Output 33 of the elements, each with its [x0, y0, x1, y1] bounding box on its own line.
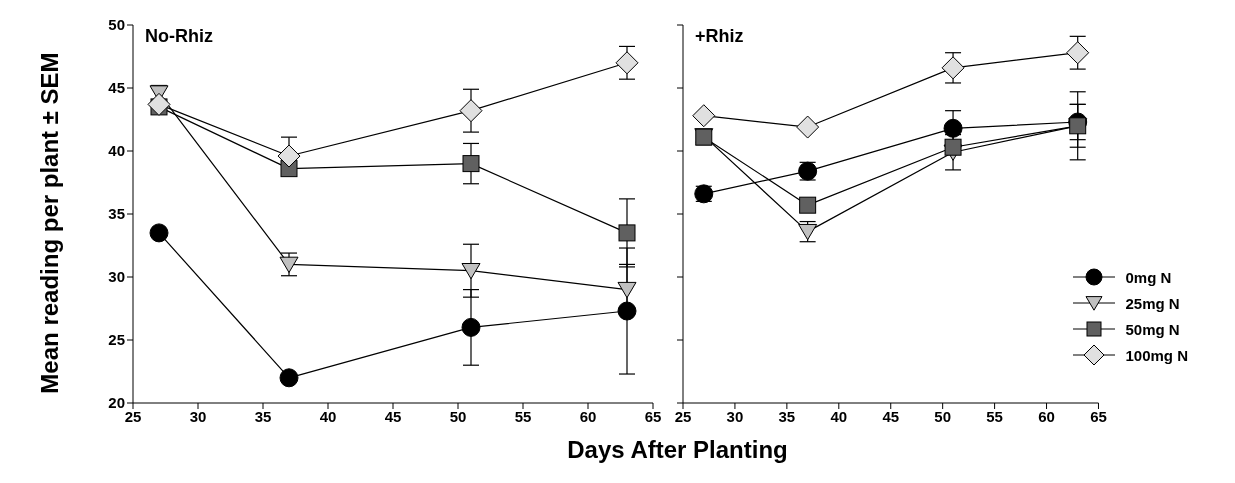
x-tick-label: 35 [778, 407, 796, 425]
x-tick-label: 45 [882, 407, 900, 425]
y-tick-label: 40 [108, 142, 125, 160]
y-tick-label: 50 [108, 16, 125, 34]
x-tick-label: 30 [726, 407, 744, 425]
chart-title: +Rhiz [695, 26, 744, 47]
x-axis-title: Days After Planting [566, 436, 789, 464]
x-tick-label: 25 [674, 407, 692, 425]
x-tick-label: 45 [384, 407, 402, 425]
x-tick-label: 30 [189, 407, 207, 425]
x-tick-label: 55 [986, 407, 1003, 425]
y-tick-label: 30 [108, 268, 125, 286]
x-tick-label: 25 [124, 407, 142, 425]
legend-label: 0mg N [1125, 268, 1172, 286]
x-tick-label: 35 [254, 407, 272, 425]
x-tick-label: 65 [1090, 407, 1107, 425]
x-tick-label: 40 [319, 407, 337, 425]
x-tick-label: 50 [934, 407, 952, 425]
x-tick-label: 50 [449, 407, 467, 425]
x-tick-label: 65 [644, 407, 662, 425]
y-tick-label: 35 [108, 205, 125, 223]
chart-title: No-Rhiz [145, 26, 213, 47]
legend-label: 25mg N [1125, 294, 1180, 312]
x-tick-label: 40 [830, 407, 848, 425]
x-tick-label: 60 [1038, 407, 1055, 425]
legend-label: 50mg N [1125, 320, 1180, 338]
legend-label: 100mg N [1125, 346, 1188, 364]
y-axis-title: Mean reading per plant ± SEM [36, 51, 64, 396]
x-tick-label: 55 [514, 407, 532, 425]
y-tick-label: 25 [108, 331, 125, 349]
x-tick-label: 60 [579, 407, 597, 425]
y-tick-label: 20 [108, 394, 125, 412]
y-tick-label: 45 [108, 79, 125, 97]
